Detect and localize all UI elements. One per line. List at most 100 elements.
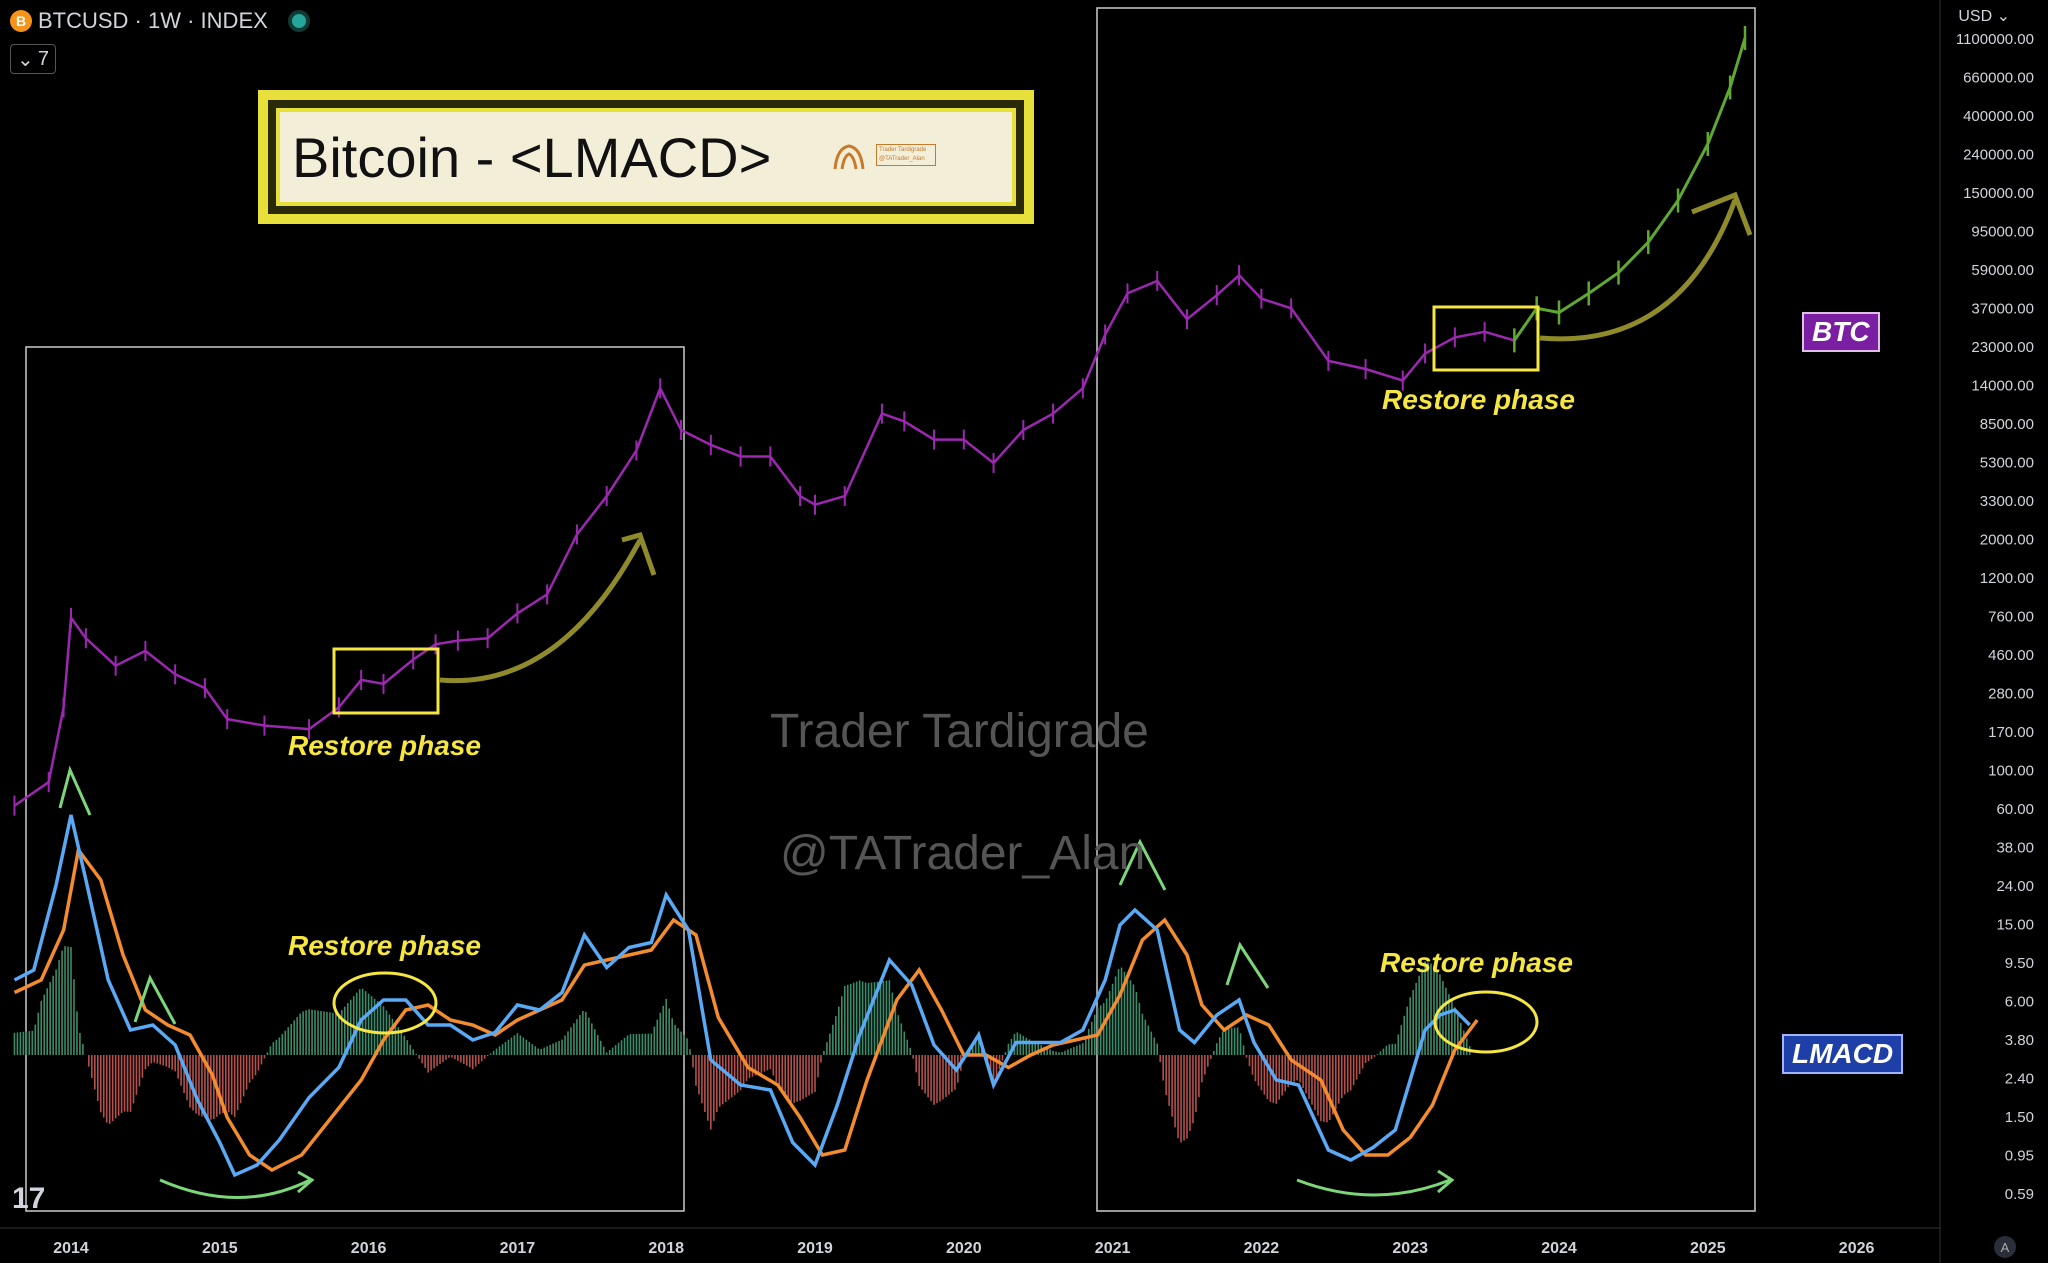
lmacd-line	[13, 814, 1471, 1178]
cycle-box-2023	[1096, 7, 1756, 1212]
time-tick-label: 2014	[53, 1240, 89, 1257]
time-tick-label: 2021	[1095, 1240, 1131, 1257]
green-bottom-arrowhead-2022	[1437, 1169, 1455, 1194]
restore-phase-label-price-2023: Restore phase	[1382, 384, 1575, 415]
price-tick-label: 0.59	[2005, 1186, 2034, 1203]
market-status-icon	[287, 10, 310, 32]
restore-box-2023	[1432, 305, 1540, 372]
price-tick-label: 280.00	[1988, 686, 2034, 703]
time-tick-label: 2024	[1541, 1240, 1577, 1257]
price-tick-label: 1100000.00	[1956, 31, 2034, 48]
price-tick-label: 760.00	[1988, 609, 2034, 626]
time-tick-label: 2023	[1392, 1240, 1428, 1257]
restore-ellipse-2016	[332, 971, 438, 1035]
restore-ellipse-2023	[1433, 990, 1539, 1054]
price-tick-label: 0.95	[2005, 1148, 2034, 1165]
chevron-down-icon: ⌄	[17, 48, 34, 71]
price-tick-label: 150000.00	[1963, 185, 2034, 202]
price-tick-label: 1.50	[2005, 1109, 2034, 1126]
price-tick-label: 1200.00	[1980, 570, 2034, 587]
btc-price-line	[13, 273, 1515, 807]
indicators-collapse-button[interactable]: ⌄ 7	[10, 44, 56, 74]
time-tick-label: 2015	[202, 1240, 238, 1257]
green-top-arrow-2	[133, 974, 177, 1025]
chart-frames	[25, 7, 1756, 1212]
indicator-count: 7	[37, 47, 49, 70]
tradingview-logo-icon[interactable]: 17	[12, 1182, 46, 1215]
price-tick-label: 37000.00	[1971, 301, 2034, 318]
watermark-handle: @TATrader_Alan	[780, 827, 1146, 880]
price-tick-label: 59000.00	[1971, 262, 2034, 279]
price-tick-label: 8500.00	[1980, 416, 2034, 433]
time-tick-label: 2020	[946, 1240, 982, 1257]
currency-select[interactable]: USD ⌄	[1958, 6, 2010, 26]
badge-line1: Trader Tardigrade	[879, 147, 927, 153]
price-tick-label: 60.00	[1996, 801, 2034, 818]
price-tick-label: 240000.00	[1963, 147, 2034, 164]
price-tick-label: 95000.00	[1971, 224, 2034, 241]
price-tick-label: 38.00	[1996, 840, 2034, 857]
restore-phase-label-lmacd-2016: Restore phase	[288, 930, 481, 961]
time-tick-label: 2018	[648, 1240, 684, 1257]
price-tick-label: 23000.00	[1971, 339, 2034, 356]
restore-phase-label-price-2016: Restore phase	[288, 730, 481, 761]
time-tick-label: 2017	[500, 1240, 536, 1257]
price-tick-label: 2000.00	[1980, 532, 2034, 549]
chart-title: Bitcoin - <LMACD>	[292, 125, 772, 189]
symbol-line[interactable]: BTCUSD · 1W · INDEX	[38, 8, 268, 33]
symbol-header[interactable]: B BTCUSD · 1W · INDEX	[10, 8, 310, 34]
price-tick-label: 2.40	[2005, 1071, 2034, 1088]
price-tick-label: 14000.00	[1971, 378, 2034, 395]
time-tick-label: 2022	[1244, 1240, 1280, 1257]
green-bottom-arrowhead-2015	[297, 1170, 315, 1194]
price-tick-label: 3.80	[2005, 1032, 2034, 1049]
price-tick-label: 100.00	[1988, 763, 2034, 780]
price-tick-label: 24.00	[1996, 878, 2034, 895]
annotation-shapes	[58, 191, 1753, 1199]
bitcoin-coin-icon: B	[10, 10, 32, 32]
price-tick-label: 400000.00	[1963, 108, 2034, 125]
price-tick-label: 15.00	[1996, 917, 2034, 934]
price-tick-label: 5300.00	[1980, 455, 2034, 472]
signal-line	[13, 845, 1479, 1173]
title-card-frame: Bitcoin - <LMACD> Trader Tardigrade @TAT…	[258, 90, 1034, 224]
badge-line2: @TATrader_Alan	[879, 156, 925, 162]
time-axis-labels[interactable]: 2014 2015 2016 2017 2018 2019 2020 2021 2022 2023…	[53, 1240, 1874, 1257]
lmacd-label-tag: LMACD	[1782, 1034, 1904, 1074]
author-badge: Trader Tardigrade @TATrader_Alan	[876, 144, 936, 166]
green-top-arrow-3	[1118, 838, 1167, 891]
price-tick-label: 6.00	[2005, 994, 2034, 1011]
price-tick-label: 460.00	[1988, 647, 2034, 664]
olive-arrowhead-2016	[621, 531, 657, 576]
title-card: Bitcoin - <LMACD> Trader Tardigrade @TAT…	[276, 108, 1016, 206]
cycle-box-2016	[25, 346, 685, 1212]
lmacd-histogram	[13, 946, 1471, 1143]
green-bottom-curve-2022	[1296, 1178, 1451, 1197]
time-tick-label: 2025	[1690, 1240, 1726, 1257]
axes	[0, 0, 1941, 1263]
auto-scale-button[interactable]: A	[1994, 1236, 2016, 1258]
olive-curve-arrow-2016	[439, 538, 643, 684]
restore-phase-label-lmacd-2023: Restore phase	[1380, 947, 1573, 978]
tardigrade-logo-icon	[833, 144, 865, 170]
restore-box-2016	[332, 647, 440, 715]
title-card-border: Bitcoin - <LMACD> Trader Tardigrade @TAT…	[268, 100, 1024, 214]
olive-arrowhead-2023	[1691, 191, 1753, 236]
price-tick-label: 660000.00	[1963, 70, 2034, 87]
time-tick-label: 2019	[797, 1240, 833, 1257]
chevron-down-icon: ⌄	[1996, 8, 2010, 25]
olive-curve-arrow-2023	[1539, 199, 1738, 342]
price-tick-label: 9.50	[2005, 955, 2034, 972]
price-tick-label: 3300.00	[1980, 493, 2034, 510]
time-tick-label: 2026	[1839, 1240, 1875, 1257]
green-bottom-curve-2015	[159, 1178, 311, 1199]
currency-label: USD	[1958, 8, 1993, 25]
btc-label-tag: BTC	[1802, 312, 1880, 352]
price-axis-labels[interactable]: 1100000.00 660000.00 400000.00 240000.00 150…	[1956, 31, 2034, 1203]
series-layer	[13, 26, 1747, 1178]
green-top-arrow-1	[58, 765, 92, 816]
green-top-arrow-4	[1225, 941, 1270, 989]
time-tick-label: 2016	[351, 1240, 387, 1257]
watermark-name: Trader Tardigrade	[770, 705, 1149, 758]
